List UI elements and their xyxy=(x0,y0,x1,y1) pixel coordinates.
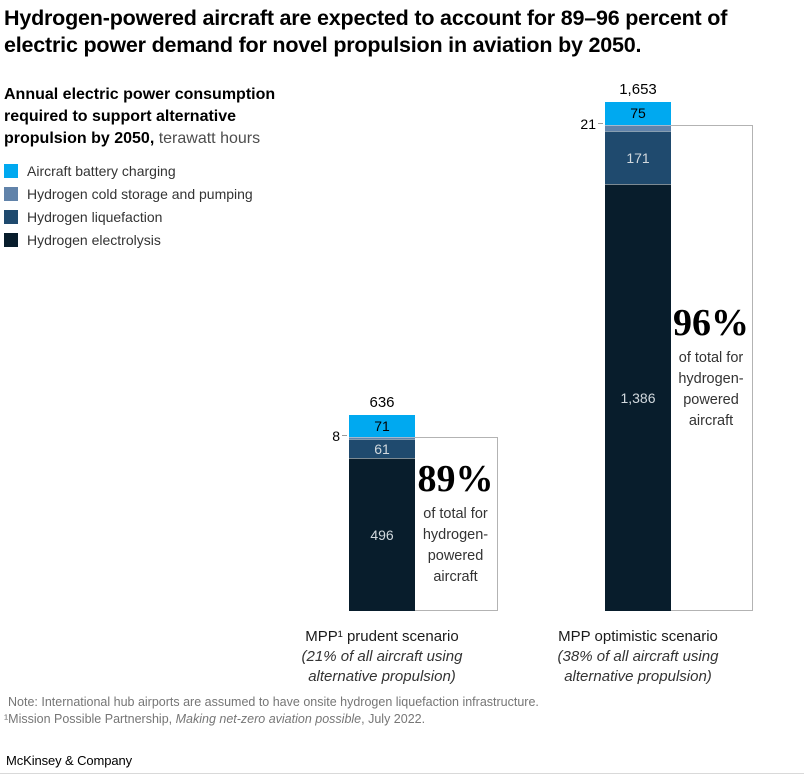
legend-item-liquefaction: Hydrogen liquefaction xyxy=(4,208,253,225)
footnote-report-title: Making net-zero aviation possible xyxy=(175,711,362,726)
bar-segment: 171 xyxy=(605,131,671,185)
segment-value-label: 61 xyxy=(374,441,390,458)
bar-segment: 61 xyxy=(349,439,415,459)
percent-note: of total for hydrogen-powered aircraft xyxy=(678,350,744,430)
segment-value-label: 75 xyxy=(630,105,646,122)
outside-segment-value: 8 xyxy=(332,427,340,444)
page-title: Hydrogen-powered aircraft are expected t… xyxy=(4,6,728,57)
legend-label: Aircraft battery charging xyxy=(27,162,176,179)
legend-item-battery-charging: Aircraft battery charging xyxy=(4,162,253,179)
outside-segment-label: 21 xyxy=(541,116,603,132)
segment-value-label: 1,386 xyxy=(620,390,656,407)
legend-item-cold-storage: Hydrogen cold storage and pumping xyxy=(4,185,253,202)
outside-segment-label: 8 xyxy=(285,428,347,444)
legend-swatch-icon xyxy=(4,163,18,178)
chart-subtitle-bold: Annual electric power consumption requir… xyxy=(4,86,276,147)
chart-subtitle: Annual electric power consumption requir… xyxy=(4,84,294,150)
scenario-axis-label: MPP¹ prudent scenario (21% of all aircra… xyxy=(282,627,482,687)
scenario-detail: (21% of all aircraft using alternative p… xyxy=(301,648,463,685)
legend-swatch-icon xyxy=(4,209,18,224)
scenario-axis-label: MPP optimistic scenario (38% of all airc… xyxy=(538,627,738,687)
bar-segment: 496 xyxy=(349,458,415,611)
legend-label: Hydrogen liquefaction xyxy=(27,208,163,225)
footnotes: Note: International hub airports are ass… xyxy=(4,694,539,727)
legend: Aircraft battery charging Hydrogen cold … xyxy=(4,162,253,254)
percent-callout-content: 89% of total for hydrogen-powered aircra… xyxy=(414,438,497,610)
bar-segment: 1,386 xyxy=(605,184,671,611)
percent-callout-content: 96% of total for hydrogen-powered aircra… xyxy=(670,126,752,610)
note-text: Note: International hub airports are ass… xyxy=(8,695,539,709)
leader-line xyxy=(598,123,603,125)
percent-value: 89% xyxy=(417,458,494,501)
segment-value-label: 71 xyxy=(374,418,390,435)
source-footnote: ¹Mission Possible Partnership, Making ne… xyxy=(4,711,539,728)
scenario-name: MPP optimistic scenario xyxy=(558,628,718,645)
segment-value-label: 496 xyxy=(370,527,394,544)
footnote-prefix: ¹Mission Possible Partnership, xyxy=(4,711,176,726)
outside-segment-value: 21 xyxy=(580,115,596,132)
scenario-detail: (38% of all aircraft using alternative p… xyxy=(557,648,719,685)
bar-total-label: 636 xyxy=(369,394,395,412)
leader-line xyxy=(342,435,347,437)
legend-item-electrolysis: Hydrogen electrolysis xyxy=(4,231,253,248)
bar: 71 61 496 xyxy=(349,415,415,611)
bar-segment xyxy=(605,124,671,132)
footnote-suffix: , July 2022. xyxy=(361,711,426,726)
bar-segment: 75 xyxy=(605,101,671,125)
bar: 75 171 1,386 xyxy=(605,101,671,611)
bar-total-label: 1,653 xyxy=(619,80,657,98)
mckinsey-logo-text: McKinsey & Company xyxy=(6,753,133,768)
chart-subtitle-unit: terawatt hours xyxy=(154,130,261,147)
legend-swatch-icon xyxy=(4,186,18,201)
legend-swatch-icon xyxy=(4,232,18,247)
legend-label: Hydrogen cold storage and pumping xyxy=(27,185,253,202)
percent-note: of total for hydrogen-powered aircraft xyxy=(422,506,489,586)
scenario-name: MPP¹ prudent scenario xyxy=(305,628,459,645)
legend-label: Hydrogen electrolysis xyxy=(27,231,161,248)
percent-value: 96% xyxy=(673,302,749,345)
bar-segment: 71 xyxy=(349,415,415,437)
bar-segment xyxy=(349,436,415,440)
segment-value-label: 171 xyxy=(626,150,650,167)
